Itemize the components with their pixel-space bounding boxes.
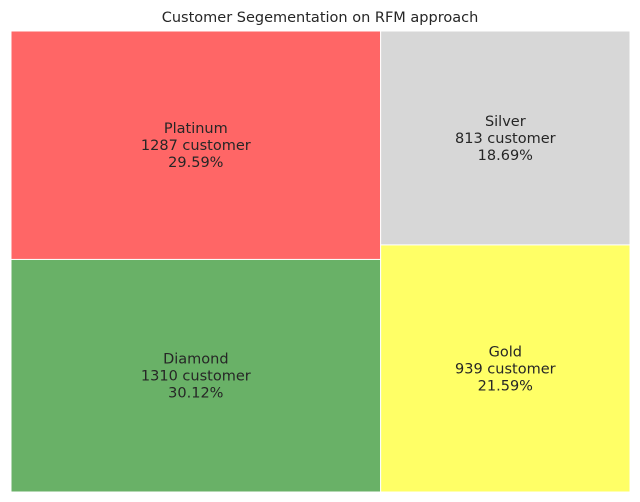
tile-diamond: [10, 258, 382, 493]
tile-name-label-diamond: Diamond: [163, 352, 228, 368]
tile-count-label-diamond: 1310 customer: [141, 369, 251, 385]
tile-count-label-gold: 939 customer: [455, 361, 556, 377]
tile-name-label-platinum: Platinum: [164, 121, 228, 137]
tile-count-label-silver: 813 customer: [455, 131, 556, 147]
tile-percent-label-platinum: 29.59%: [168, 155, 223, 171]
tile-name-label-gold: Gold: [489, 344, 522, 360]
tile-percent-label-diamond: 30.12%: [168, 386, 223, 402]
tile-name-label-silver: Silver: [485, 114, 526, 130]
tile-percent-label-silver: 18.69%: [478, 148, 533, 164]
tile-percent-label-gold: 21.59%: [478, 378, 533, 394]
tile-gold: [380, 244, 631, 493]
tile-platinum: [10, 30, 382, 260]
tile-count-label-platinum: 1287 customer: [141, 138, 251, 154]
tile-silver: [380, 30, 631, 246]
chart-title: Customer Segementation on RFM approach: [162, 10, 479, 26]
